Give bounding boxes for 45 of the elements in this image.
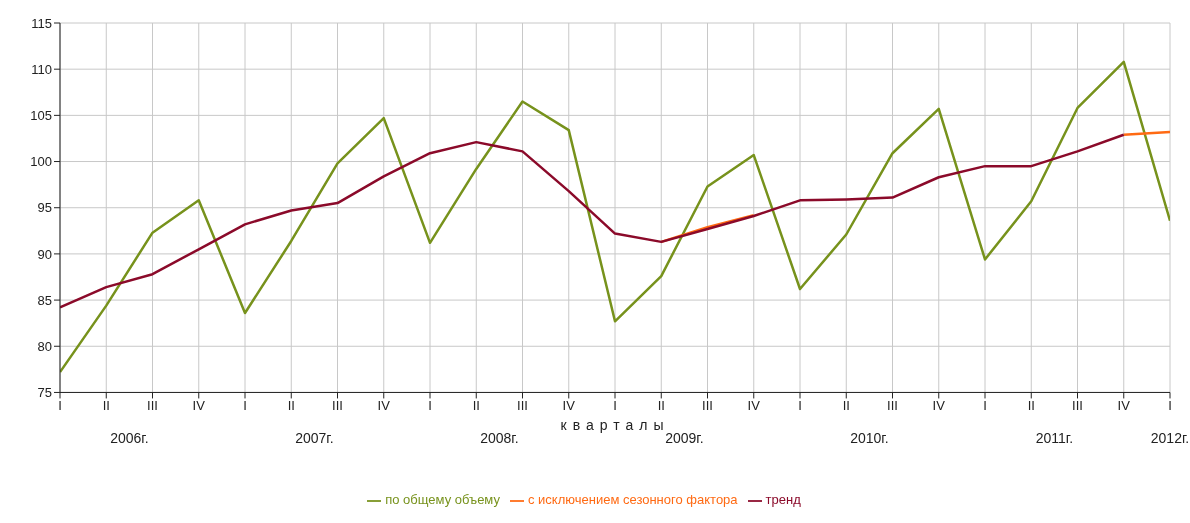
x-tick-label: IV [377, 397, 391, 413]
text: 2010г. [849, 430, 890, 446]
y-tick-label: 80 [37, 338, 52, 354]
x-tick-label: I [798, 397, 802, 413]
x-tick-label: IV [1117, 397, 1131, 413]
x-tick-label: II [1027, 397, 1035, 413]
text: 2008г. [479, 430, 520, 446]
line-series [60, 133, 1125, 309]
y-tick-label: 100 [30, 154, 52, 170]
legend-label: по общему объему [385, 492, 500, 508]
legend-label: тренд [765, 492, 801, 508]
text: 2011г. [1034, 430, 1075, 446]
text: 2006г. [109, 430, 150, 446]
x-tick-label: IV [192, 397, 206, 413]
x-tick-label: IV [747, 397, 761, 413]
y-tick-label: 110 [31, 61, 52, 77]
x-tick-label: II [102, 397, 110, 413]
x-tick-label: I [613, 397, 617, 413]
x-tick-label: IV [562, 397, 576, 413]
x-tick-label: II [657, 397, 665, 413]
x-tick-label: I [1168, 397, 1172, 413]
y-tick-label: 75 [37, 385, 52, 401]
y-tick-label: 95 [37, 200, 52, 216]
x-tick-label: IV [932, 397, 946, 413]
y-tick-label: 90 [37, 246, 52, 262]
x-tick-label: II [472, 397, 480, 413]
x-tick-label: III [147, 397, 158, 413]
text: 2012г. [1149, 430, 1190, 446]
line-series [60, 60, 1170, 374]
text: 2007г. [294, 430, 335, 446]
legend-label: с исключением сезонного фактора [527, 492, 738, 508]
y-tick-label: 115 [31, 15, 52, 31]
x-tick-label: I [428, 397, 432, 413]
x-tick-label: III [517, 397, 528, 413]
x-tick-label: II [842, 397, 850, 413]
x-tick-label: III [702, 397, 713, 413]
x-tick-label: II [287, 397, 295, 413]
x-tick-label: III [887, 397, 898, 413]
x-tick-label: I [243, 397, 247, 413]
x-tick-label: I [58, 397, 62, 413]
x-tick-label: III [332, 397, 343, 413]
x-tick-label: I [983, 397, 987, 413]
y-tick-label: 85 [37, 292, 52, 308]
x-tick-label: III [1072, 397, 1083, 413]
y-tick-label: 105 [30, 107, 52, 123]
